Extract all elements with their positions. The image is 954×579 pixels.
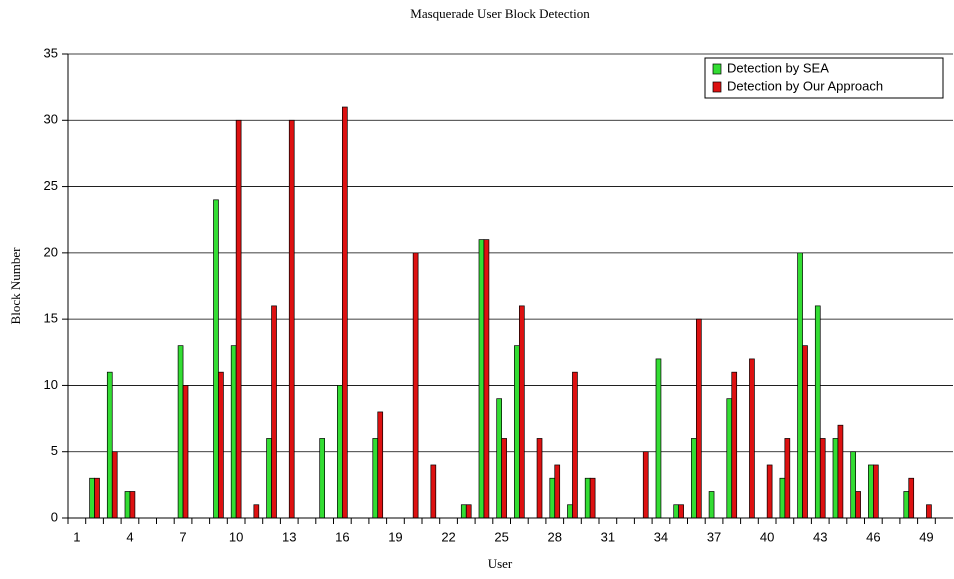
x-tick-label: 43	[813, 529, 827, 544]
legend-label: Detection by Our Approach	[727, 78, 883, 93]
bar	[678, 504, 684, 519]
x-tick-label: 31	[601, 529, 615, 544]
bar	[253, 504, 260, 519]
x-tick-label: 7	[179, 529, 186, 544]
bar	[749, 358, 755, 519]
y-tick-label: 0	[51, 509, 58, 524]
bar	[182, 385, 189, 519]
bar	[589, 477, 596, 519]
bar	[288, 119, 295, 519]
bar	[567, 504, 573, 519]
bar	[496, 398, 503, 519]
bar	[412, 252, 419, 519]
y-tick-label: 20	[44, 244, 58, 259]
bar	[797, 252, 803, 519]
bar	[766, 464, 773, 519]
bar	[872, 464, 879, 519]
bar	[235, 119, 242, 519]
bar	[124, 491, 131, 519]
x-tick-label: 28	[548, 529, 562, 544]
x-tick-label: 16	[335, 529, 349, 544]
bar	[536, 438, 543, 519]
bar	[94, 477, 100, 519]
bar	[266, 438, 272, 519]
bar	[903, 491, 910, 519]
bar	[673, 504, 679, 519]
bar	[483, 239, 490, 519]
bar	[129, 491, 136, 519]
bar	[549, 477, 556, 519]
bar	[430, 464, 437, 519]
legend-swatch	[712, 63, 722, 75]
bar	[802, 345, 808, 519]
x-tick-label: 34	[654, 529, 668, 544]
bar	[584, 477, 591, 519]
y-tick-label: 15	[44, 311, 58, 326]
x-tick-label: 25	[494, 529, 508, 544]
bar	[106, 371, 113, 519]
bar	[478, 239, 485, 519]
y-tick-label: 25	[44, 178, 58, 193]
bar	[460, 504, 467, 519]
legend-swatch	[712, 81, 722, 93]
bar	[218, 371, 224, 519]
x-tick-label: 40	[760, 529, 774, 544]
bar	[814, 305, 821, 519]
y-tick-label: 30	[44, 112, 58, 127]
bar	[230, 345, 237, 519]
bar	[819, 438, 826, 519]
bar	[514, 345, 520, 519]
bar	[177, 345, 184, 519]
bar	[731, 371, 738, 519]
y-tick-label: 5	[51, 443, 58, 458]
bar	[465, 504, 472, 519]
bar	[271, 305, 277, 519]
bar	[908, 477, 915, 519]
bar	[572, 371, 578, 519]
bar	[726, 398, 733, 519]
bar	[213, 199, 219, 519]
bar	[377, 411, 384, 519]
y-tick-label: 10	[44, 377, 58, 392]
x-tick-label: 10	[229, 529, 243, 544]
x-tick-label: 1	[73, 529, 80, 544]
bar	[89, 477, 95, 519]
bar	[837, 424, 844, 519]
x-tick-label: 19	[388, 529, 402, 544]
legend-label: Detection by SEA	[727, 60, 829, 75]
bar	[779, 477, 786, 519]
y-tick-label: 35	[44, 45, 58, 60]
bar	[850, 451, 856, 519]
bar	[695, 318, 702, 519]
bar	[832, 438, 839, 519]
bar	[691, 438, 697, 519]
bar	[642, 451, 649, 519]
x-tick-label: 22	[441, 529, 455, 544]
bar	[554, 464, 561, 519]
bar	[372, 438, 379, 519]
y-axis-label: Block Number	[8, 247, 23, 325]
chart-title: Masquerade User Block Detection	[410, 6, 590, 21]
bar	[319, 438, 326, 519]
x-tick-label: 4	[126, 529, 133, 544]
bar	[342, 106, 348, 519]
bar	[855, 491, 861, 519]
bar	[926, 504, 932, 519]
bar	[501, 438, 507, 519]
x-tick-label: 49	[919, 529, 933, 544]
bar	[518, 305, 525, 519]
bar	[784, 438, 791, 519]
x-tick-label: 37	[707, 529, 721, 544]
bar	[111, 451, 118, 519]
x-axis-label: User	[488, 556, 513, 571]
x-tick-label: 46	[866, 529, 880, 544]
bar	[868, 464, 874, 519]
legend-box	[704, 57, 944, 99]
bar	[708, 491, 715, 519]
bar	[655, 358, 662, 519]
bar	[337, 385, 343, 519]
x-tick-label: 13	[282, 529, 296, 544]
